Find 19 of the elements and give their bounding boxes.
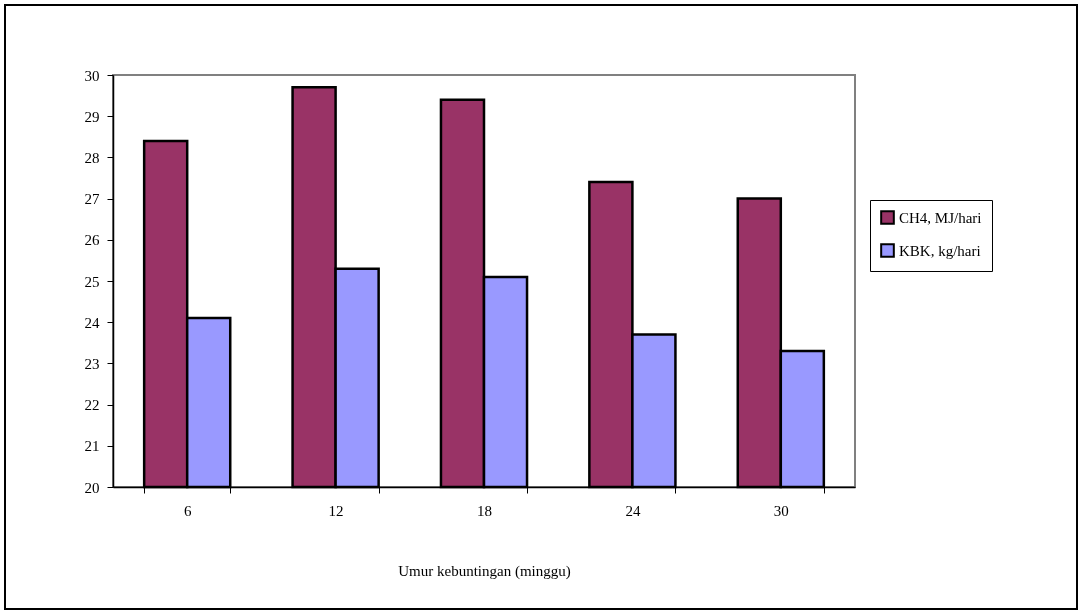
- x-axis-title: Umur kebuntingan (minggu): [398, 562, 571, 580]
- x-tick-label: 6: [183, 502, 192, 519]
- y-tick-label: 29: [84, 108, 100, 125]
- y-tick-label: 27: [84, 191, 100, 208]
- y-tick-label: 30: [84, 67, 100, 84]
- x-tick-label: 18: [477, 502, 492, 519]
- y-tick-label: 28: [84, 149, 100, 166]
- y-tick-label: 23: [84, 355, 100, 372]
- x-tick-label: 12: [328, 502, 344, 519]
- x-tick-label: 24: [625, 502, 641, 519]
- y-tick-label: 24: [84, 314, 100, 331]
- legend-label: KBK, kg/hari: [899, 242, 981, 259]
- legend-label: CH4, MJ/hari: [899, 209, 982, 226]
- y-tick-label: 22: [84, 397, 100, 414]
- x-tick-label: 30: [773, 502, 789, 519]
- y-tick-label: 26: [84, 232, 100, 249]
- y-tick-label: 21: [84, 438, 100, 455]
- y-tick-label: 20: [84, 479, 100, 496]
- y-tick-label: 25: [84, 273, 100, 290]
